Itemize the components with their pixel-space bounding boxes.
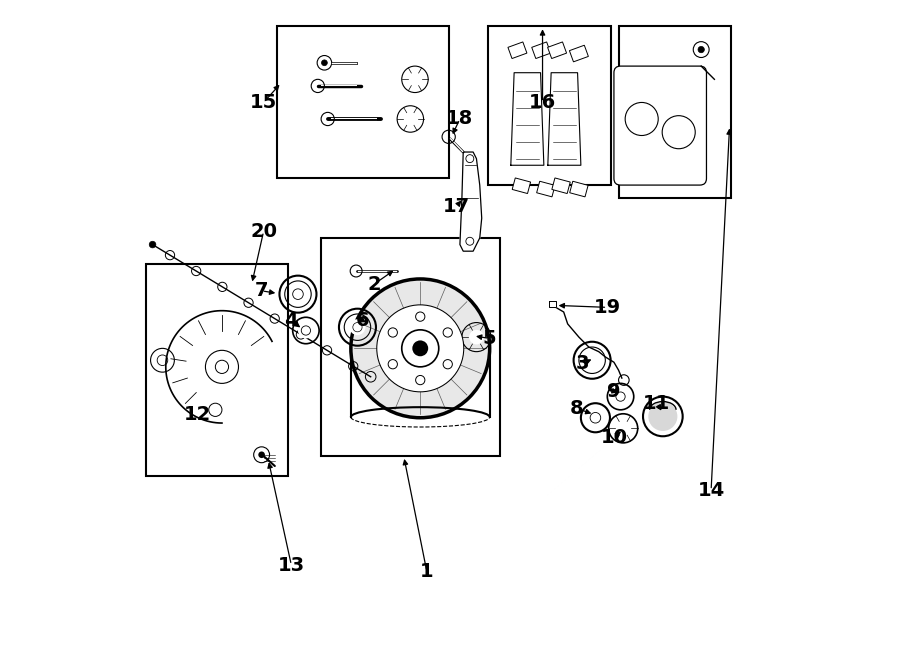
Bar [512, 178, 531, 194]
Circle shape [586, 408, 606, 428]
Circle shape [586, 354, 598, 367]
Text: 16: 16 [529, 93, 556, 112]
Text: 12: 12 [184, 405, 212, 424]
Bar [552, 178, 571, 194]
Circle shape [298, 323, 314, 338]
Circle shape [698, 46, 705, 53]
Bar [508, 42, 526, 59]
Circle shape [258, 451, 265, 458]
Text: 2: 2 [367, 275, 381, 293]
Polygon shape [511, 73, 544, 165]
Text: 14: 14 [698, 481, 724, 500]
Bar [570, 181, 588, 197]
Circle shape [404, 112, 417, 126]
FancyBboxPatch shape [614, 66, 706, 185]
Polygon shape [548, 73, 580, 165]
Text: 8: 8 [570, 399, 584, 418]
Bar [277, 26, 449, 178]
Bar [321, 238, 500, 456]
Text: 3: 3 [575, 354, 589, 373]
Text: 20: 20 [250, 222, 277, 241]
Circle shape [351, 279, 490, 418]
Text: 13: 13 [278, 556, 305, 574]
Circle shape [349, 319, 365, 335]
Text: 7: 7 [255, 282, 268, 300]
Bar [146, 264, 288, 476]
Text: 10: 10 [600, 428, 627, 447]
Polygon shape [549, 301, 556, 307]
Circle shape [409, 73, 421, 86]
Circle shape [290, 286, 306, 302]
Circle shape [377, 305, 464, 391]
Text: 18: 18 [446, 110, 473, 128]
Text: 5: 5 [482, 329, 497, 348]
Text: 19: 19 [594, 298, 621, 317]
Polygon shape [166, 311, 272, 423]
Text: 1: 1 [420, 563, 434, 581]
Circle shape [667, 120, 690, 144]
Circle shape [630, 107, 653, 131]
Circle shape [149, 241, 156, 248]
Circle shape [648, 402, 678, 431]
Bar [618, 26, 731, 198]
Text: 6: 6 [356, 311, 369, 330]
Bar [547, 42, 567, 59]
Polygon shape [460, 152, 482, 251]
Text: 17: 17 [443, 197, 470, 215]
Bar [489, 26, 610, 185]
Circle shape [321, 60, 328, 65]
Bar [536, 181, 555, 197]
Text: 15: 15 [250, 93, 277, 112]
Circle shape [401, 330, 439, 367]
Bar [570, 45, 589, 62]
Circle shape [205, 350, 239, 383]
Circle shape [412, 340, 428, 356]
Bar [532, 42, 551, 59]
Circle shape [613, 389, 628, 405]
Text: 9: 9 [608, 382, 621, 401]
Text: 4: 4 [284, 311, 298, 330]
Circle shape [469, 330, 483, 344]
Text: 11: 11 [644, 394, 670, 412]
